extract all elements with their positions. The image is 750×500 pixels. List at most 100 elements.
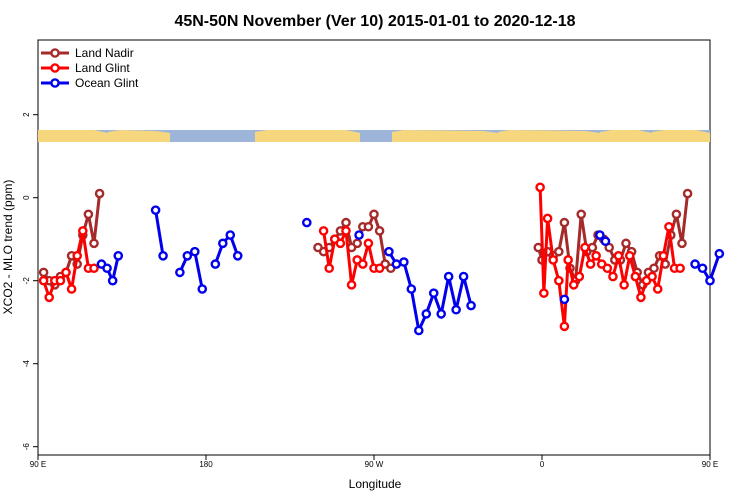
- land-nadir-point: [621, 238, 631, 249]
- ocean-glint-point: [705, 275, 715, 286]
- land-glint-point: [591, 250, 601, 261]
- land-glint-point: [585, 259, 596, 269]
- land-nadir-point: [677, 238, 687, 249]
- ocean-glint-point: [384, 246, 394, 257]
- land-glint-point: [675, 263, 685, 274]
- ocean-glint-point: [466, 300, 476, 311]
- x-axis-label: Longitude: [349, 477, 402, 491]
- legend-label: Land Glint: [75, 61, 130, 75]
- land-glint-point: [89, 263, 99, 274]
- map-landmass: [652, 130, 710, 142]
- y-tick-label: -2: [22, 277, 31, 285]
- ocean-glint-point: [436, 309, 447, 319]
- series-land-nadir: [38, 188, 693, 290]
- land-glint-point: [61, 267, 71, 278]
- land-glint-point: [78, 226, 88, 236]
- land-glint-point: [664, 221, 674, 232]
- land-nadir-point: [341, 217, 351, 228]
- land-nadir-point: [682, 188, 693, 199]
- land-glint-point: [318, 226, 329, 236]
- land-glint-line: [42, 230, 94, 302]
- y-tick-label: 0: [22, 195, 31, 200]
- ocean-glint-point: [595, 230, 605, 240]
- ocean-glint-point: [189, 246, 200, 257]
- ocean-glint-point: [421, 309, 432, 319]
- map-land: [38, 130, 710, 142]
- land-glint-point: [66, 284, 77, 294]
- x-tick-label: 90 E: [30, 460, 46, 469]
- legend-swatch-marker: [50, 63, 60, 73]
- ocean-glint-point: [107, 275, 118, 286]
- ocean-glint-line: [154, 209, 165, 257]
- series-layer: [38, 182, 725, 336]
- land-glint-point: [559, 321, 570, 332]
- ocean-glint-point: [197, 284, 208, 294]
- ocean-glint-point: [182, 250, 193, 261]
- ocean-glint-point: [150, 205, 161, 215]
- land-nadir-point: [587, 242, 598, 253]
- x-tick-label: 0: [540, 460, 545, 469]
- land-glint-point: [630, 271, 641, 282]
- legend-item-ocean-glint: Ocean Glint: [41, 76, 139, 90]
- land-nadir-point: [83, 209, 94, 220]
- ocean-glint-point: [600, 236, 611, 247]
- ocean-glint-point: [113, 250, 124, 261]
- ocean-glint-point: [714, 248, 725, 259]
- ocean-glint-point: [225, 230, 236, 240]
- land-glint-point: [613, 250, 624, 261]
- ocean-glint-point: [210, 259, 221, 269]
- ocean-glint-point: [175, 267, 185, 278]
- ocean-glint-point: [399, 257, 409, 267]
- world-map-strip: [38, 130, 710, 142]
- legend-swatch-marker: [50, 78, 60, 88]
- land-glint-point: [624, 250, 635, 261]
- land-glint-point: [568, 280, 579, 290]
- map-landmass: [38, 130, 108, 142]
- land-glint-point: [580, 242, 590, 253]
- ocean-glint-point: [413, 325, 424, 336]
- land-glint-point: [535, 182, 545, 193]
- land-nadir-point: [94, 188, 105, 199]
- land-nadir-point: [554, 246, 564, 257]
- y-tick-label: -4: [22, 360, 31, 368]
- ocean-glint-point: [232, 250, 243, 261]
- ocean-glint-point: [301, 217, 312, 228]
- y-axis-ticks: -6 -4 -2 0 2: [22, 112, 38, 450]
- map-landmass: [38, 130, 50, 142]
- ocean-glint-point: [451, 304, 461, 315]
- land-glint-point: [563, 255, 573, 265]
- ocean-glint-point: [354, 230, 364, 240]
- land-glint-point: [554, 275, 564, 286]
- land-glint-point: [652, 284, 663, 294]
- ocean-glint-point: [217, 238, 228, 249]
- ocean-glint-point: [697, 263, 708, 274]
- land-glint-point: [619, 280, 629, 290]
- ocean-glint-point: [406, 284, 417, 294]
- x-tick-label: 180: [199, 460, 213, 469]
- ocean-glint-point: [443, 271, 454, 282]
- ocean-glint-point: [559, 294, 570, 305]
- land-nadir-point: [38, 267, 49, 278]
- map-landmass: [498, 130, 600, 142]
- legend-label: Land Nadir: [75, 46, 134, 60]
- legend-item-land-nadir: Land Nadir: [41, 46, 134, 60]
- ocean-glint-point: [158, 250, 168, 261]
- legend-swatch-marker: [50, 48, 60, 58]
- land-nadir-point: [374, 226, 385, 236]
- land-nadir-point: [576, 209, 587, 220]
- x-tick-label: 90 E: [702, 460, 718, 469]
- ocean-glint-point: [391, 259, 402, 269]
- land-glint-point: [658, 250, 669, 261]
- land-glint-point: [335, 238, 346, 249]
- ocean-glint-point: [102, 263, 112, 274]
- land-glint-point: [374, 263, 385, 274]
- y-tick-label: -6: [22, 443, 31, 451]
- ocean-glint-point: [458, 271, 469, 282]
- legend-item-land-glint: Land Glint: [41, 61, 130, 75]
- land-glint-point: [357, 259, 368, 269]
- chart-title: 45N-50N November (Ver 10) 2015-01-01 to …: [174, 13, 575, 30]
- land-nadir-point: [363, 221, 374, 232]
- y-axis-label: XCO2 - MLO trend (ppm): [1, 180, 15, 315]
